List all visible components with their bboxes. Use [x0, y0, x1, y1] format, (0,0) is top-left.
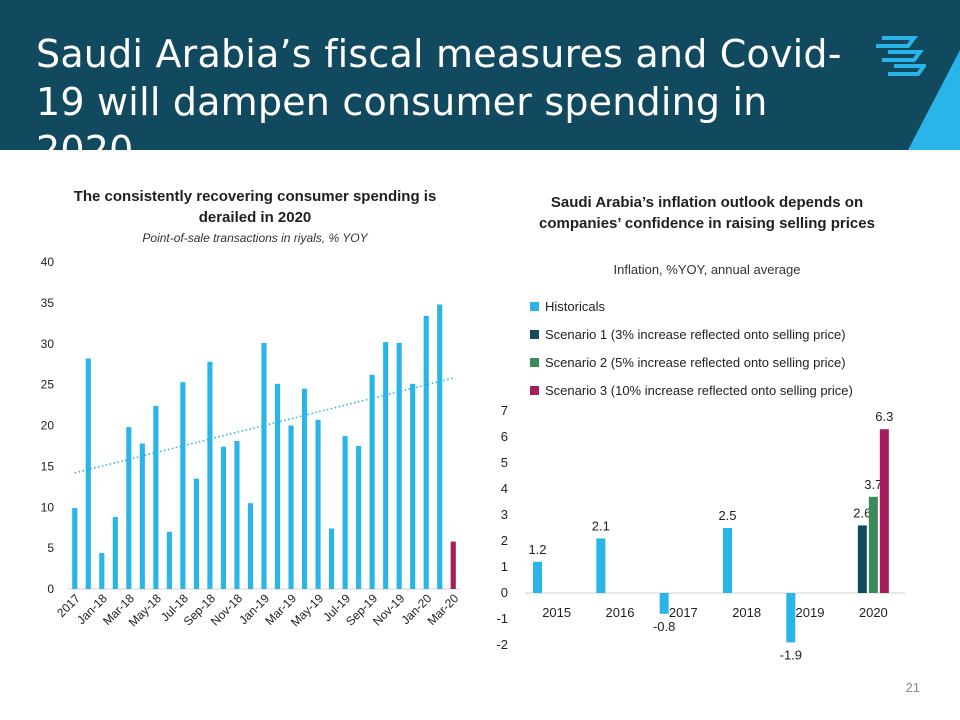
- chart1-y-tick-label: 5: [47, 541, 54, 555]
- chart2-y-tick-label: 0: [501, 585, 508, 600]
- legend-swatch: [530, 385, 539, 395]
- chart2-data-label: -0.8: [653, 619, 675, 634]
- chart2-data-label: 2.1: [592, 518, 610, 533]
- chart1-bar: [301, 388, 308, 589]
- chart2-data-label: 3.7: [864, 477, 882, 492]
- chart2-data-label: 6.3: [875, 409, 893, 424]
- slide-header: [0, 0, 960, 150]
- chart1-bar: [153, 405, 159, 589]
- chart2-bar: [786, 593, 796, 643]
- chart2-x-tick-label: 2019: [796, 605, 825, 620]
- legend-swatch: [530, 329, 539, 339]
- chart1-bar: [383, 342, 389, 589]
- chart2-x-tick-label: 2017: [669, 605, 698, 620]
- chart2-y-tick-label: 1: [501, 559, 508, 574]
- chart1-bar: [423, 315, 429, 589]
- chart1-y-tick-label: 20: [41, 419, 55, 433]
- chart2-bar: [533, 561, 542, 593]
- chart2-y-tick-label: 6: [501, 429, 508, 444]
- legend-label: Scenario 1 (3% increase reflected onto s…: [545, 326, 846, 342]
- chart1-bar: [220, 446, 227, 589]
- chart2-x-tick-label: 2018: [732, 605, 761, 620]
- legend-label: Historicals: [545, 298, 605, 314]
- chart1-bar: [193, 478, 199, 589]
- chart2-data-label: -1.9: [780, 647, 802, 662]
- chart2-y-tick-label: 2: [501, 533, 508, 548]
- chart1-y-tick-label: 30: [41, 337, 55, 351]
- chart1-x-tick-label: Mar-20: [425, 591, 462, 628]
- company-logo-icon: [876, 36, 926, 76]
- chart1-bar: [437, 304, 443, 589]
- chart1-bar: [85, 358, 91, 589]
- chart2-y-tick-label: 4: [501, 481, 508, 496]
- chart2-bar: [723, 528, 732, 593]
- chart2-x-tick-label: 2020: [859, 605, 888, 620]
- chart1-y-tick-label: 35: [41, 296, 55, 310]
- chart2-x-tick-label: 2015: [542, 605, 571, 620]
- chart2-bar: [879, 429, 889, 593]
- chart2-legend: Historicals Scenario 1 (3% increase refl…: [530, 292, 853, 404]
- legend-entry-scenario-2: Scenario 2 (5% increase reflected onto s…: [530, 348, 853, 376]
- legend-label: Scenario 2 (5% increase reflected onto s…: [545, 354, 846, 370]
- chart2-y-tick-label: -2: [496, 637, 508, 652]
- chart2-data-label: 2.6: [853, 505, 871, 520]
- chart1-y-tick-label: 40: [41, 255, 55, 269]
- chart2-subtitle: Inflation, %YOY, annual average: [613, 262, 801, 277]
- chart1-trendline: [74, 377, 454, 474]
- chart2-y-tick-label: 5: [501, 455, 508, 470]
- page-number: 21: [905, 680, 920, 695]
- chart1-bar: [410, 383, 416, 589]
- chart1-y-tick-label: 0: [47, 582, 54, 596]
- chart2-bar: [868, 496, 878, 593]
- chart2-data-label: 1.2: [528, 542, 546, 557]
- chart1-bar: [126, 427, 132, 589]
- chart1-bar: [342, 436, 348, 589]
- legend-swatch: [530, 301, 539, 311]
- chart1-bar: [396, 342, 402, 589]
- chart2-bar: [659, 593, 669, 614]
- legend-entry-historicals: Historicals: [530, 292, 853, 320]
- chart1-plot: 05101520253035402017Jan-18Mar-18May-18Ju…: [41, 255, 462, 629]
- legend-swatch: [530, 357, 539, 367]
- legend-entry-scenario-1: Scenario 1 (3% increase reflected onto s…: [530, 320, 853, 348]
- chart1-bar: [234, 441, 240, 589]
- chart1-y-tick-label: 10: [41, 500, 55, 514]
- chart2-y-tick-label: -1: [496, 611, 508, 626]
- chart1-bar: [207, 361, 213, 589]
- chart1-y-tick-label: 15: [41, 459, 55, 473]
- legend-label: Scenario 3 (10% increase reflected onto …: [545, 382, 853, 398]
- chart1-bar: [72, 508, 78, 589]
- chart2-x-tick-label: 2016: [606, 605, 635, 620]
- header-corner-accent: [908, 50, 960, 150]
- chart1-bar: [315, 419, 321, 589]
- chart1-bar: [369, 374, 375, 589]
- chart2-data-label: 2.5: [718, 508, 736, 523]
- chart1-bar: [180, 382, 186, 589]
- chart2-title: Saudi Arabia’s inflation outlook depends…: [539, 194, 875, 232]
- legend-entry-scenario-3: Scenario 3 (10% increase reflected onto …: [530, 376, 853, 404]
- chart1-bar: [166, 531, 172, 589]
- chart2-bar: [596, 538, 606, 593]
- chart1-bar: [99, 553, 105, 589]
- chart2-y-tick-label: 7: [501, 403, 508, 418]
- chart2-bar: [857, 525, 867, 593]
- chart1-bar: [274, 383, 281, 589]
- chart1-bar: [288, 425, 294, 589]
- chart1-title: The consistently recovering consumer spe…: [73, 188, 437, 226]
- chart1-bar: [247, 503, 254, 589]
- chart1-bar: [329, 528, 335, 589]
- chart1-bar: [450, 541, 456, 589]
- slide-title: Saudi Arabia’s fiscal measures and Covid…: [36, 32, 842, 172]
- chart1-bar: [261, 342, 267, 589]
- chart2-y-tick-label: 3: [501, 507, 508, 522]
- chart1-bar: [356, 445, 362, 589]
- chart1-y-tick-label: 25: [41, 378, 55, 392]
- chart1-bar: [139, 443, 145, 589]
- chart1-bar: [112, 517, 118, 589]
- chart1-subtitle: Point-of-sale transactions in riyals, % …: [142, 231, 368, 245]
